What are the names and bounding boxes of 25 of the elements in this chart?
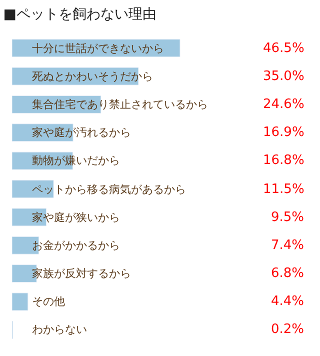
data-label: 7.4% xyxy=(271,238,304,253)
data-label: 9.5% xyxy=(271,210,304,225)
y-tick-label: ペットから移る病気があるから xyxy=(32,183,186,196)
y-tick-label: 家や庭が狭いから xyxy=(32,211,120,224)
bar xyxy=(12,180,54,198)
y-tick-label: 死ぬとかわいそうだから xyxy=(32,70,153,83)
data-label: 0.2% xyxy=(271,322,304,337)
y-tick-label: 集合住宅であり禁止されているから xyxy=(32,98,208,111)
data-label: 11.5% xyxy=(263,182,304,197)
data-label: 46.5% xyxy=(263,41,304,56)
y-tick-label: その他 xyxy=(32,295,65,308)
data-label: 35.0% xyxy=(263,69,304,84)
data-label: 24.6% xyxy=(263,97,304,112)
data-label: 16.8% xyxy=(263,153,304,168)
y-tick-label: わからない xyxy=(32,323,87,336)
y-tick-label: お金がかかるから xyxy=(32,239,120,252)
y-tick-label: 家族が反対するから xyxy=(32,267,131,280)
data-label: 6.8% xyxy=(271,266,304,281)
data-label: 4.4% xyxy=(271,294,304,309)
chart-title: ■ペットを飼わない理由 xyxy=(3,6,156,23)
y-tick-label: 十分に世話ができないから xyxy=(32,42,164,55)
bar xyxy=(12,292,28,311)
y-tick-label: 動物が嫌いだから xyxy=(32,154,120,167)
data-label: 16.9% xyxy=(263,125,304,140)
y-tick-label: 家や庭が汚れるから xyxy=(32,126,131,139)
